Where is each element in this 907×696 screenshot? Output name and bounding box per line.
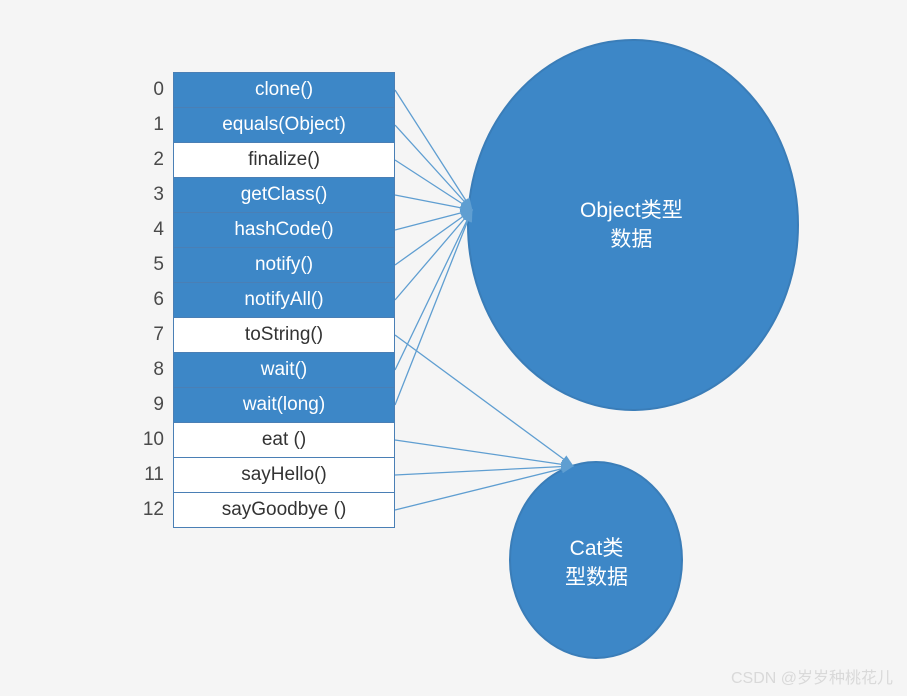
arrow-line	[395, 210, 472, 370]
method-index: 6	[138, 282, 168, 318]
method-index: 10	[138, 422, 168, 458]
method-index: 5	[138, 247, 168, 283]
arrow-line	[395, 210, 472, 300]
cat-ellipse-label: Cat类 型数据	[565, 534, 628, 593]
method-index: 3	[138, 177, 168, 213]
diagram-svg	[0, 0, 907, 696]
arrow-line	[395, 466, 573, 475]
arrow-line	[395, 210, 472, 265]
object-label-line1: Object类型	[580, 199, 683, 222]
arrow-line	[395, 160, 472, 210]
method-row: hashCode()	[173, 212, 395, 248]
method-row: toString()	[173, 317, 395, 353]
watermark-text: CSDN @岁岁种桃花儿	[731, 664, 893, 688]
object-ellipse-label: Object类型 数据	[580, 196, 683, 255]
method-row: notify()	[173, 247, 395, 283]
method-index: 12	[138, 492, 168, 528]
method-row: equals(Object)	[173, 107, 395, 143]
method-row: eat ()	[173, 422, 395, 458]
arrow-line	[395, 466, 573, 510]
method-index: 9	[138, 387, 168, 423]
cat-label-line1: Cat类	[570, 537, 624, 560]
method-row: sayGoodbye ()	[173, 492, 395, 528]
method-row: wait(long)	[173, 387, 395, 423]
method-index-column: 0123456789101112	[138, 72, 168, 528]
arrow-line	[395, 210, 472, 230]
method-index: 7	[138, 317, 168, 353]
arrow-line	[395, 335, 573, 466]
arrow-line	[395, 125, 472, 210]
arrow-line	[395, 195, 472, 210]
method-index: 0	[138, 72, 168, 108]
method-index: 1	[138, 107, 168, 143]
method-index: 4	[138, 212, 168, 248]
method-row: sayHello()	[173, 457, 395, 493]
arrow-line	[395, 90, 472, 210]
method-index: 11	[138, 457, 168, 493]
arrow-line	[395, 210, 472, 405]
cat-label-line2: 型数据	[565, 566, 628, 589]
method-row: wait()	[173, 352, 395, 388]
method-index: 2	[138, 142, 168, 178]
arrow-line	[395, 440, 573, 466]
method-table: clone()equals(Object)finalize()getClass(…	[173, 72, 395, 528]
object-label-line2: 数据	[610, 228, 652, 251]
method-row: finalize()	[173, 142, 395, 178]
method-row: clone()	[173, 72, 395, 108]
method-index: 8	[138, 352, 168, 388]
method-row: notifyAll()	[173, 282, 395, 318]
method-row: getClass()	[173, 177, 395, 213]
